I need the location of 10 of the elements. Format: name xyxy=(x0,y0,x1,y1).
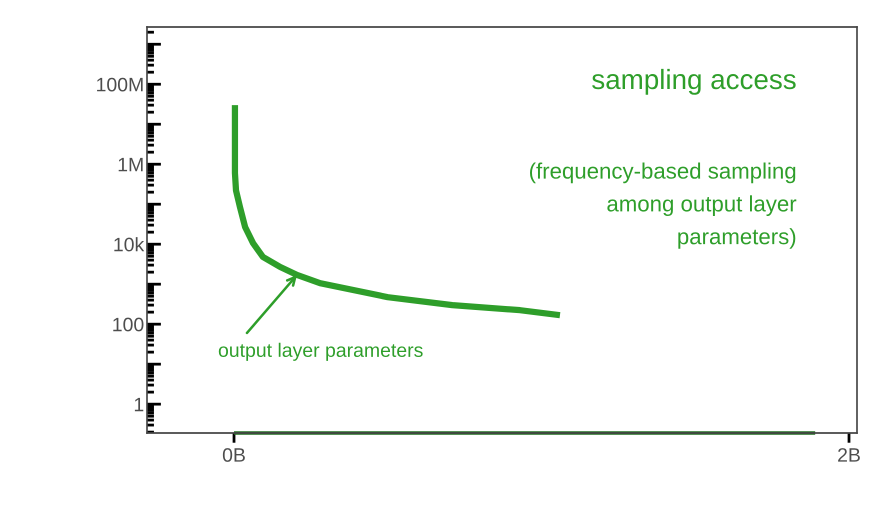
x-tick-label: 0B xyxy=(222,448,245,462)
x-tick-label: 2B xyxy=(838,448,860,462)
annotation: (frequency-based sampling among output layer parameters) xyxy=(530,162,796,249)
annotation: sampling access xyxy=(592,68,796,95)
y-tick-label: 1 xyxy=(134,398,144,412)
y-tick-label: 10k xyxy=(114,237,144,252)
y-tick-label: 100 xyxy=(113,318,144,332)
y-tick-label: 1M xyxy=(118,158,143,172)
y-tick-label: 100M xyxy=(97,78,143,92)
annotation: output layer parameters xyxy=(218,342,423,361)
